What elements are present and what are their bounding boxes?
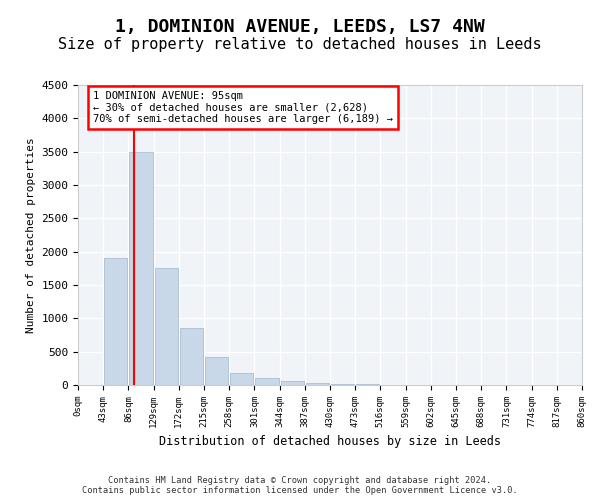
Y-axis label: Number of detached properties: Number of detached properties: [26, 137, 36, 333]
Bar: [230, 374, 253, 385]
Text: 1 DOMINION AVENUE: 95sqm
← 30% of detached houses are smaller (2,628)
70% of sem: 1 DOMINION AVENUE: 95sqm ← 30% of detach…: [93, 91, 393, 124]
X-axis label: Distribution of detached houses by size in Leeds: Distribution of detached houses by size …: [159, 436, 501, 448]
Bar: [205, 356, 228, 385]
Bar: [306, 383, 329, 385]
Bar: [104, 258, 127, 385]
Bar: [281, 381, 304, 385]
Bar: [130, 152, 152, 385]
Bar: [155, 268, 178, 385]
Bar: [180, 328, 203, 385]
Text: Contains HM Land Registry data © Crown copyright and database right 2024.
Contai: Contains HM Land Registry data © Crown c…: [82, 476, 518, 495]
Bar: [256, 378, 278, 385]
Bar: [331, 384, 354, 385]
Text: Size of property relative to detached houses in Leeds: Size of property relative to detached ho…: [58, 38, 542, 52]
Bar: [356, 384, 379, 385]
Text: 1, DOMINION AVENUE, LEEDS, LS7 4NW: 1, DOMINION AVENUE, LEEDS, LS7 4NW: [115, 18, 485, 36]
